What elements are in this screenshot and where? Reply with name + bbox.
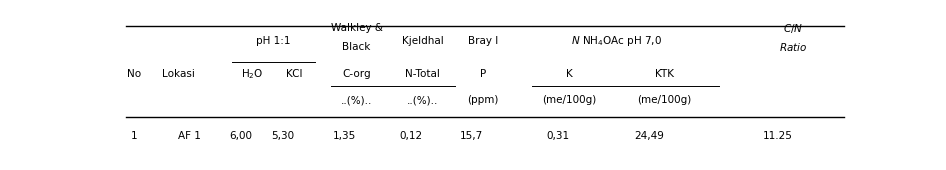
Text: KCl: KCl bbox=[286, 69, 303, 79]
Text: ..(%)..: ..(%).. bbox=[341, 95, 372, 105]
Text: Kjeldhal: Kjeldhal bbox=[402, 36, 444, 46]
Text: C-org: C-org bbox=[342, 69, 371, 79]
Text: P: P bbox=[480, 69, 485, 79]
Text: H$_2$O: H$_2$O bbox=[241, 67, 264, 81]
Text: (ppm): (ppm) bbox=[467, 95, 499, 105]
Text: AF 1: AF 1 bbox=[179, 131, 201, 141]
Text: (me/100g): (me/100g) bbox=[542, 95, 596, 105]
Text: 0,31: 0,31 bbox=[546, 131, 569, 141]
Text: ..(%)..: ..(%).. bbox=[407, 95, 438, 105]
Text: 0,12: 0,12 bbox=[399, 131, 423, 141]
Text: Lokasi: Lokasi bbox=[162, 69, 195, 79]
Text: Black: Black bbox=[342, 42, 371, 52]
Text: Walkley &: Walkley & bbox=[330, 23, 382, 33]
Text: 5,30: 5,30 bbox=[272, 131, 294, 141]
Text: pH 1:1: pH 1:1 bbox=[256, 36, 290, 46]
Text: Bray I: Bray I bbox=[467, 36, 498, 46]
Text: 11.25: 11.25 bbox=[762, 131, 793, 141]
Text: $\mathit{N}$ NH$_4$OAc pH 7,0: $\mathit{N}$ NH$_4$OAc pH 7,0 bbox=[571, 34, 662, 48]
Text: (me/100g): (me/100g) bbox=[638, 95, 692, 105]
Text: $\mathit{Ratio}$: $\mathit{Ratio}$ bbox=[779, 41, 807, 53]
Text: 24,49: 24,49 bbox=[635, 131, 664, 141]
Text: K: K bbox=[566, 69, 572, 79]
Text: 15,7: 15,7 bbox=[460, 131, 482, 141]
Text: 1: 1 bbox=[131, 131, 138, 141]
Text: $\mathit{C/N}$: $\mathit{C/N}$ bbox=[782, 22, 803, 35]
Text: No: No bbox=[128, 69, 142, 79]
Text: 1,35: 1,35 bbox=[333, 131, 357, 141]
Text: N-Total: N-Total bbox=[405, 69, 440, 79]
Text: 6,00: 6,00 bbox=[230, 131, 253, 141]
Text: KTK: KTK bbox=[655, 69, 674, 79]
